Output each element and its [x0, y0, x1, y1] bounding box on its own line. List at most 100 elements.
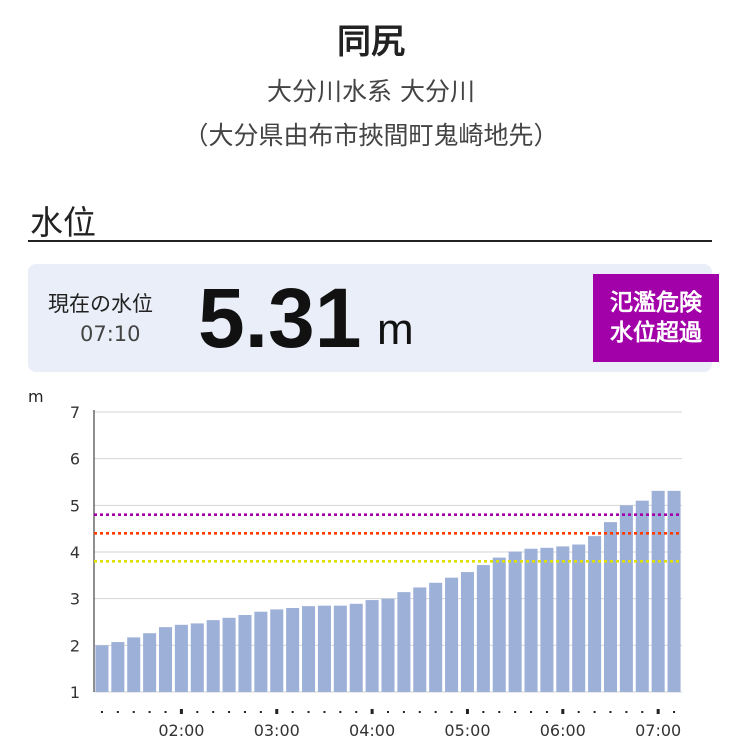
bar — [206, 620, 220, 692]
current-level-panel: 現在の水位 07:10 5.31 m 氾濫危険 水位超過 — [28, 264, 719, 372]
x-major-tick — [656, 709, 660, 714]
current-level-time: 07:10 — [80, 322, 141, 346]
x-minor-tick — [148, 711, 151, 713]
bar — [508, 551, 522, 692]
bar — [286, 608, 300, 692]
x-minor-tick — [498, 711, 501, 713]
x-minor-tick — [514, 711, 517, 713]
bar — [127, 637, 141, 692]
x-tick-label: 06:00 — [540, 721, 586, 740]
x-minor-tick — [530, 711, 533, 713]
bar — [302, 606, 316, 692]
bar — [492, 557, 506, 692]
x-minor-tick — [387, 711, 389, 713]
x-minor-tick — [482, 711, 485, 713]
x-minor-tick — [116, 711, 119, 713]
bar — [238, 615, 252, 692]
x-minor-tick — [641, 711, 644, 713]
x-tick-label: 05:00 — [444, 721, 490, 740]
y-tick-label: 1 — [70, 683, 80, 702]
x-minor-tick — [196, 711, 199, 713]
x-minor-tick — [593, 711, 596, 713]
status-badge-line2: 水位超過 — [610, 320, 702, 346]
x-minor-tick — [545, 711, 548, 713]
x-minor-tick — [450, 711, 453, 713]
current-level-unit: m — [377, 305, 414, 354]
bar — [397, 592, 411, 692]
x-minor-tick — [307, 711, 310, 713]
bar — [572, 544, 586, 692]
x-major-tick — [370, 709, 374, 714]
x-minor-tick — [625, 711, 628, 713]
bar — [429, 582, 443, 692]
x-minor-tick — [212, 711, 215, 713]
station-title: 同尻 — [337, 22, 405, 62]
bar — [667, 490, 681, 692]
x-minor-tick — [402, 711, 405, 713]
section-title: 水位 — [30, 203, 96, 242]
x-minor-tick — [418, 711, 421, 713]
x-minor-tick — [259, 711, 262, 713]
y-tick-label: 4 — [70, 543, 80, 562]
x-major-tick — [465, 709, 469, 714]
bar — [270, 609, 284, 692]
bar — [222, 617, 236, 692]
x-major-tick — [561, 709, 565, 714]
current-level-value: 5.31 — [198, 271, 362, 365]
bar — [556, 546, 570, 692]
bar — [381, 598, 395, 692]
bar — [603, 522, 618, 692]
x-tick-label: 02:00 — [158, 721, 204, 740]
bar — [143, 633, 157, 692]
water-level-chart: m 1 2 3 4 5 6 7 02:00 03:00 04:00 05:00 06:00 07:00 — [28, 387, 682, 740]
x-minor-tick — [355, 711, 358, 713]
bar — [317, 605, 331, 692]
bar — [365, 600, 379, 692]
section-divider — [28, 240, 712, 242]
bar — [635, 500, 649, 692]
x-minor-tick — [228, 711, 231, 713]
x-minor-tick — [100, 711, 103, 713]
bar — [619, 505, 633, 692]
y-tick-label: 5 — [70, 496, 80, 515]
x-minor-tick — [291, 711, 294, 713]
x-tick-label: 07:00 — [635, 721, 681, 740]
bar — [476, 565, 490, 692]
current-level-label: 現在の水位 — [48, 292, 153, 316]
bar — [158, 627, 173, 692]
bar — [540, 547, 554, 692]
x-minor-tick — [132, 711, 135, 713]
x-tick-label: 04:00 — [349, 721, 395, 740]
bar — [588, 536, 602, 692]
status-badge-line1: 氾濫危険 — [610, 290, 702, 316]
x-major-tick — [179, 709, 183, 714]
x-minor-tick — [164, 711, 167, 713]
x-minor-tick — [577, 711, 580, 713]
x-minor-tick — [339, 711, 342, 713]
bar — [413, 587, 427, 692]
x-minor-tick — [243, 711, 246, 713]
y-tick-label: 6 — [70, 450, 80, 469]
x-tick-label: 03:00 — [254, 721, 300, 740]
bar — [254, 611, 268, 692]
status-badge: 氾濫危険 水位超過 — [593, 274, 719, 362]
bar — [95, 645, 109, 692]
river-name: 大分川水系 大分川 — [267, 77, 475, 106]
x-minor-tick — [434, 711, 437, 713]
x-major-tick — [275, 709, 279, 714]
x-minor-tick — [673, 711, 676, 713]
y-axis-unit-label: m — [28, 387, 44, 406]
y-tick-label: 2 — [70, 636, 80, 655]
station-location: （大分県由布市挾間町鬼崎地先） — [183, 121, 559, 150]
y-tick-label: 3 — [70, 590, 80, 609]
y-tick-label: 7 — [70, 403, 80, 422]
bar — [524, 548, 538, 692]
bar — [190, 623, 204, 692]
bar — [174, 624, 188, 692]
bar — [445, 577, 459, 692]
x-minor-tick — [323, 711, 326, 713]
bar — [460, 572, 474, 692]
bar — [349, 603, 363, 692]
bar — [333, 605, 347, 692]
bar — [111, 642, 125, 692]
